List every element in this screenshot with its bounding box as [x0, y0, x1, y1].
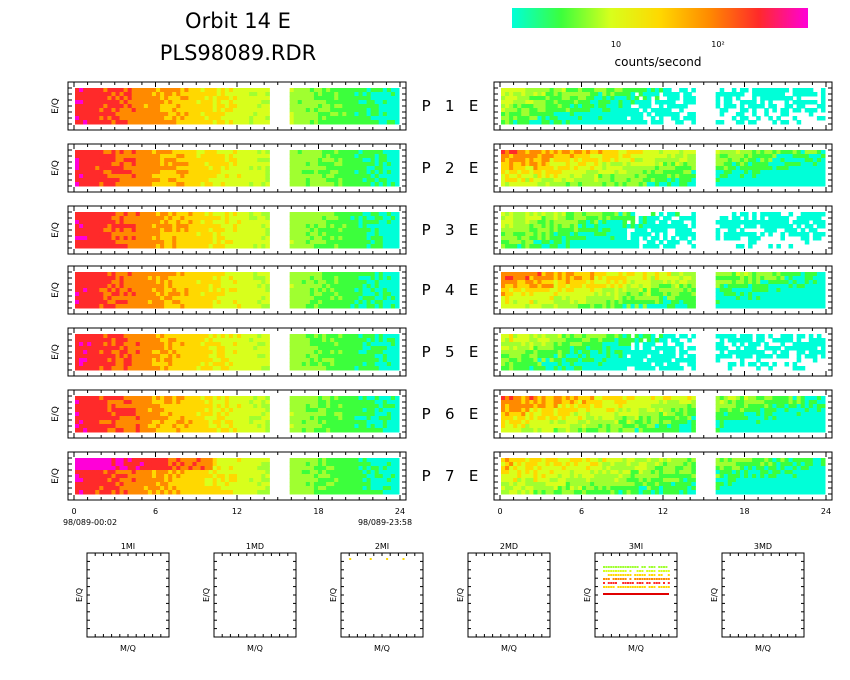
left-panel-2 [75, 150, 400, 187]
row-labels: P 1 E P 2 E P 3 E P 4 E P 5 E P 6 E P 7 E [422, 97, 479, 485]
colorbar-label: counts/second [615, 55, 702, 69]
mass-panel-2MD: 2MD M/Q E/Q [456, 542, 551, 653]
figure-title: Orbit 14 E [185, 9, 291, 33]
mass-panel-ylabel: E/Q [329, 588, 338, 602]
mass-panel-ylabel: E/Q [583, 588, 592, 602]
right-xaxis-tick-0: 0 [497, 507, 502, 516]
right-xaxis-tick-24: 24 [821, 507, 831, 516]
mass-panel-2MI: 2MI M/Q E/Q [329, 542, 424, 653]
left-end-time: 98/089-23:58 [358, 518, 412, 527]
ylabel-row-4: E/Q [51, 282, 61, 298]
mass-panel-xlabel: M/Q [755, 644, 771, 653]
mass-panel-ylabel: E/Q [710, 588, 719, 602]
mass-panel-ylabel: E/Q [202, 588, 211, 602]
left-xaxis-tick-12: 12 [232, 507, 242, 516]
ylabel-row-5: E/Q [51, 344, 61, 360]
right-panel-6 [501, 396, 826, 433]
right-panel-3 [501, 212, 826, 249]
right-xaxis-tick-18: 18 [739, 507, 749, 516]
mass-panel-title: 1MD [246, 542, 264, 551]
mass-panel-title: 3MD [754, 542, 772, 551]
right-panel-4 [501, 272, 826, 309]
right-panel-2 [501, 150, 826, 187]
right-xaxis-tick-12: 12 [658, 507, 668, 516]
left-spectrogram-panels: E/Q E/Q E/Q E/Q E/Q E/Q E/Q [51, 81, 407, 501]
row-label-1: P 1 E [422, 97, 479, 115]
mass-panel-ylabel: E/Q [456, 588, 465, 602]
ylabel-row-1: E/Q [51, 98, 61, 114]
left-start-time: 98/089-00:02 [63, 518, 117, 527]
left-panel-1 [75, 88, 400, 125]
ylabel-row-6: E/Q [51, 406, 61, 422]
right-xaxis-tick-6: 6 [579, 507, 584, 516]
left-panel-7 [75, 458, 400, 495]
mass-panel-xlabel: M/Q [120, 644, 136, 653]
row-label-2: P 2 E [422, 159, 479, 177]
right-x-axis: 0 6 12 18 24 [497, 507, 831, 516]
mass-panel-1MD: 1MD M/Q E/Q [202, 542, 297, 653]
mass-panel-title: 2MI [375, 542, 389, 551]
right-panel-5 [501, 334, 826, 371]
mass-panel-xlabel: M/Q [374, 644, 390, 653]
right-panel-1 [501, 88, 826, 125]
figure-subtitle: PLS98089.RDR [160, 41, 317, 65]
left-xaxis-tick-18: 18 [313, 507, 323, 516]
ylabel-row-3: E/Q [51, 222, 61, 238]
colorbar-tick-1: 10 [611, 40, 621, 49]
mass-panel-3MD: 3MD M/Q E/Q [710, 542, 805, 653]
left-panel-4 [75, 272, 400, 309]
left-panel-3 [75, 212, 400, 249]
mass-spectrum-panels: 1MI M/Q E/Q 1MD M/Q E/Q 2MI M/Q E/Q 2MD M/Q E/Q 3MI M… [75, 542, 805, 653]
mass-panel-ylabel: E/Q [75, 588, 84, 602]
mass-panel-1MI: 1MI M/Q E/Q [75, 542, 170, 653]
row-label-6: P 6 E [422, 405, 479, 423]
left-panel-5 [75, 334, 400, 371]
mass-panel-3MI: 3MI M/Q E/Q [583, 542, 678, 653]
left-x-axis: 0 6 12 18 24 [71, 507, 405, 516]
row-label-3: P 3 E [422, 221, 479, 239]
right-spectrogram-panels [493, 81, 833, 501]
left-panel-6 [75, 396, 400, 433]
mass-panel-title: 2MD [500, 542, 518, 551]
ylabel-row-7: E/Q [51, 468, 61, 484]
row-label-7: P 7 E [422, 467, 479, 485]
ylabel-row-2: E/Q [51, 160, 61, 176]
mass-panel-title: 3MI [629, 542, 643, 551]
mass-panel-xlabel: M/Q [501, 644, 517, 653]
left-xaxis-tick-24: 24 [395, 507, 405, 516]
row-label-5: P 5 E [422, 343, 479, 361]
left-xaxis-tick-0: 0 [71, 507, 76, 516]
row-label-4: P 4 E [422, 281, 479, 299]
left-xaxis-tick-6: 6 [153, 507, 158, 516]
mass-panel-title: 1MI [121, 542, 135, 551]
mass-panel-xlabel: M/Q [247, 644, 263, 653]
colorbar [512, 8, 808, 28]
colorbar-tick-2: 10² [711, 40, 724, 49]
right-panel-7 [501, 458, 826, 495]
mass-panel-xlabel: M/Q [628, 644, 644, 653]
